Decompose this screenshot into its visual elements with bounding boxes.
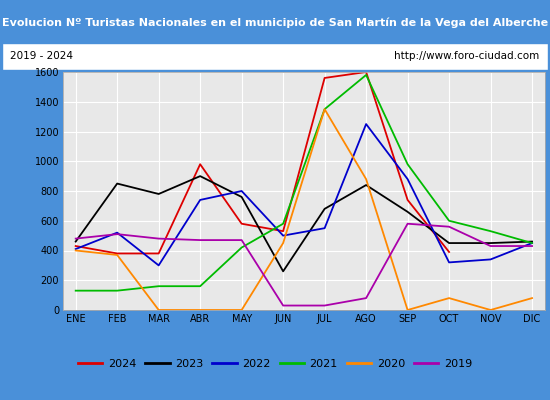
- 2023: [446, 241, 453, 246]
- 2024: [197, 162, 204, 167]
- 2023: [487, 241, 494, 246]
- 2023: [197, 174, 204, 178]
- 2021: [238, 245, 245, 250]
- Line: 2024: 2024: [76, 72, 449, 254]
- 2022: [321, 226, 328, 230]
- 2019: [73, 236, 79, 241]
- 2022: [280, 233, 287, 238]
- Legend: 2024, 2023, 2022, 2021, 2020, 2019: 2024, 2023, 2022, 2021, 2020, 2019: [74, 354, 476, 374]
- 2022: [155, 263, 162, 268]
- 2020: [280, 241, 287, 246]
- 2020: [73, 248, 79, 253]
- 2023: [321, 206, 328, 211]
- 2020: [487, 308, 494, 312]
- 2024: [238, 221, 245, 226]
- 2023: [404, 210, 411, 214]
- 2021: [363, 72, 370, 77]
- 2022: [529, 241, 535, 246]
- 2023: [155, 192, 162, 196]
- Line: 2023: 2023: [76, 176, 532, 271]
- 2020: [404, 308, 411, 312]
- 2021: [487, 229, 494, 234]
- 2020: [238, 308, 245, 312]
- 2019: [238, 238, 245, 242]
- 2021: [404, 162, 411, 167]
- 2022: [238, 189, 245, 194]
- 2022: [73, 247, 79, 252]
- 2022: [197, 198, 204, 202]
- 2022: [363, 122, 370, 126]
- 2019: [487, 244, 494, 248]
- Text: Evolucion Nº Turistas Nacionales en el municipio de San Martín de la Vega del Al: Evolucion Nº Turistas Nacionales en el m…: [2, 17, 548, 28]
- 2023: [529, 239, 535, 244]
- 2020: [155, 308, 162, 312]
- 2019: [404, 221, 411, 226]
- Line: 2022: 2022: [76, 124, 532, 265]
- 2019: [155, 236, 162, 241]
- 2023: [280, 269, 287, 274]
- 2020: [197, 308, 204, 312]
- 2019: [280, 303, 287, 308]
- 2021: [280, 221, 287, 226]
- 2021: [155, 284, 162, 289]
- Text: http://www.foro-ciudad.com: http://www.foro-ciudad.com: [394, 51, 540, 61]
- 2024: [73, 244, 79, 248]
- 2024: [155, 251, 162, 256]
- 2023: [114, 181, 120, 186]
- Line: 2020: 2020: [76, 109, 532, 310]
- 2020: [446, 296, 453, 300]
- 2019: [197, 238, 204, 242]
- 2024: [321, 76, 328, 80]
- 2019: [363, 296, 370, 300]
- 2024: [446, 250, 453, 254]
- 2021: [197, 284, 204, 289]
- 2022: [114, 230, 120, 235]
- 2019: [321, 303, 328, 308]
- Line: 2019: 2019: [76, 224, 532, 306]
- 2022: [487, 257, 494, 262]
- 2024: [363, 70, 370, 74]
- 2021: [321, 107, 328, 112]
- 2022: [446, 260, 453, 265]
- 2021: [446, 218, 453, 223]
- 2024: [114, 251, 120, 256]
- Line: 2021: 2021: [76, 75, 532, 291]
- 2024: [280, 229, 287, 234]
- 2023: [73, 239, 79, 244]
- 2020: [114, 252, 120, 257]
- 2020: [529, 296, 535, 300]
- 2021: [114, 288, 120, 293]
- 2021: [529, 241, 535, 246]
- 2019: [446, 224, 453, 229]
- 2019: [529, 244, 535, 248]
- 2020: [321, 107, 328, 112]
- 2023: [238, 194, 245, 199]
- 2020: [363, 177, 370, 182]
- 2021: [73, 288, 79, 293]
- 2022: [404, 177, 411, 182]
- Text: 2019 - 2024: 2019 - 2024: [10, 51, 73, 61]
- 2019: [114, 232, 120, 236]
- 2024: [404, 198, 411, 202]
- 2023: [363, 183, 370, 188]
